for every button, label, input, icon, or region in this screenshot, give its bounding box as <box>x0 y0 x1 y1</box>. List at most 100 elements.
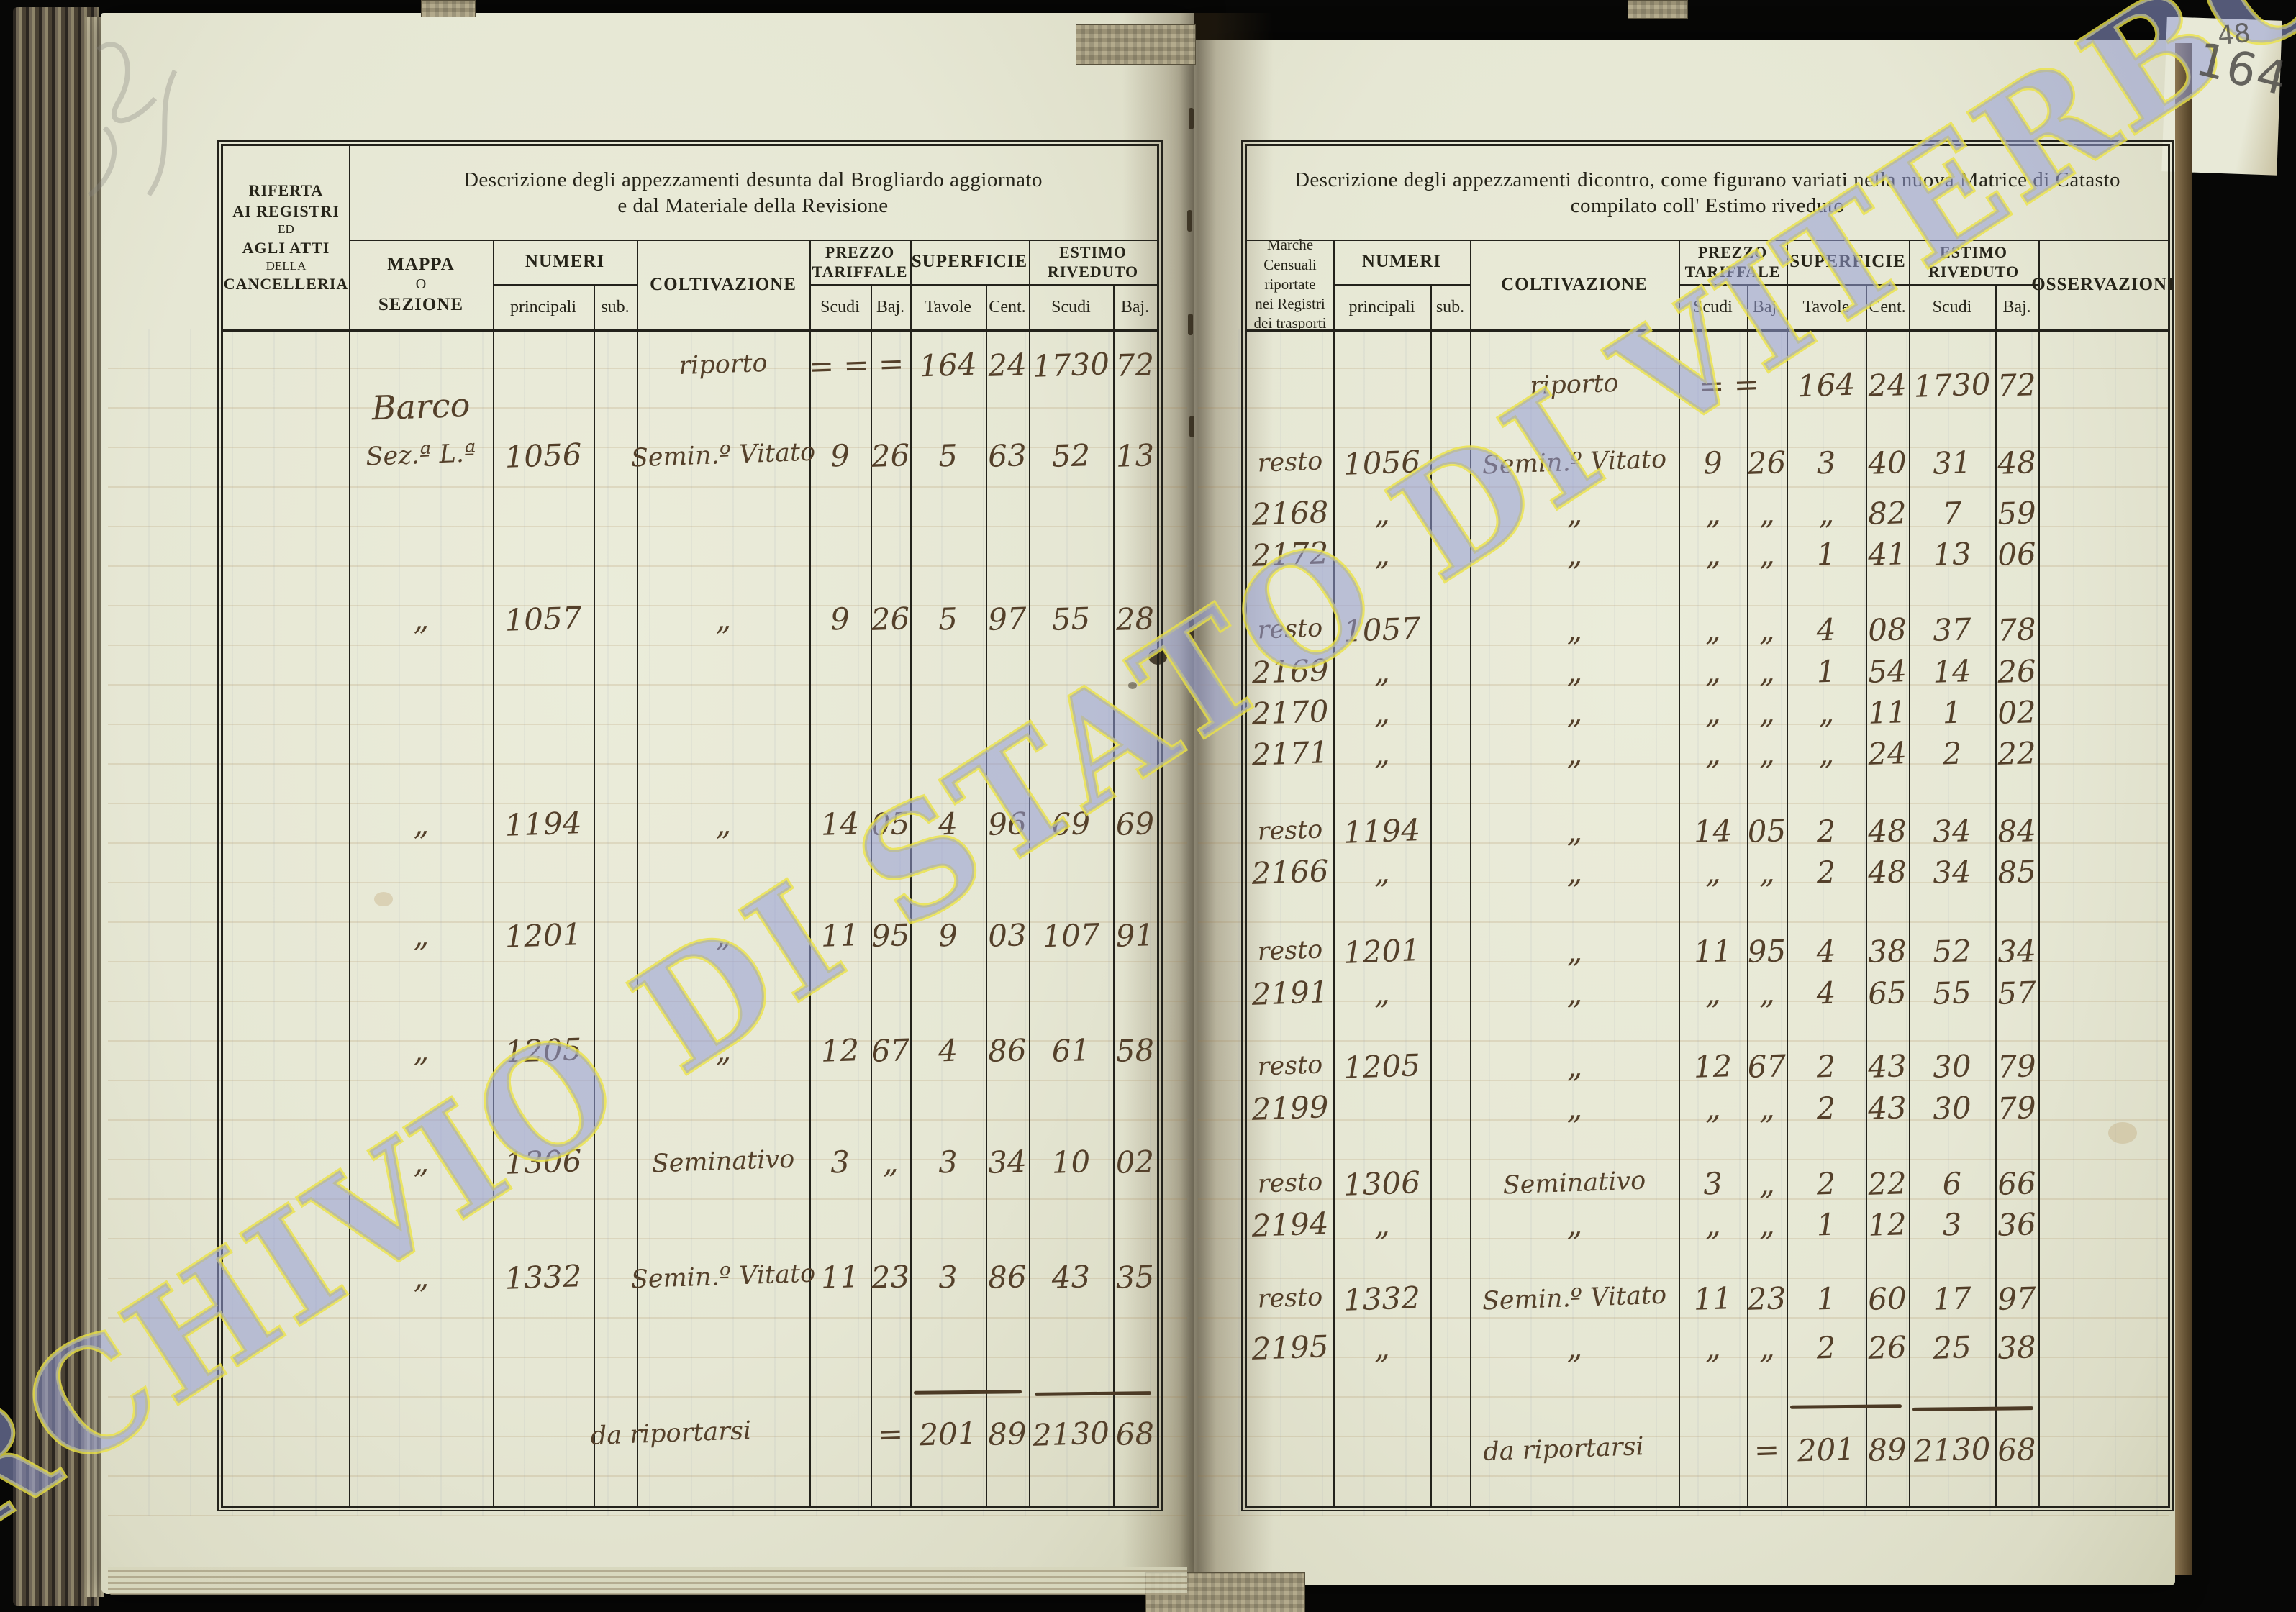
table-row: „ 1194 „ 14 05 4 96 69 69 <box>223 801 1157 847</box>
col-label: ESTIMO <box>1939 242 2008 261</box>
table-row-riporto: riporto = = = 164 24 1730 72 <box>223 342 1157 388</box>
cell-prezzo-scudi: 12 <box>820 1032 861 1069</box>
table-row: resto 1306 Seminativo 3 „ 2 22 6 66 <box>1247 1160 2168 1206</box>
cell-estimo-baj: 59 <box>1997 494 2037 532</box>
cell-estimo-baj: 48 <box>1997 444 2037 481</box>
col-sub: sub. <box>1435 297 1465 317</box>
cell-coltivazione: Semin.º Vitato <box>630 437 816 473</box>
cell-prezzo-baj: „ <box>1758 854 1776 890</box>
cell-coltivazione: „ <box>714 917 732 953</box>
cell-superficie-cent: 12 <box>1867 1206 1907 1243</box>
col-tavole: Tavole <box>1802 297 1850 317</box>
cell-superficie-cent: 89 <box>1867 1431 1907 1468</box>
col-superficie: SUPERFICIE <box>1789 252 1906 272</box>
col-scudi: Scudi <box>1051 297 1091 317</box>
cell-prezzo-scudi: „ <box>1704 975 1722 1011</box>
cell-estimo-scudi: 13 <box>1932 535 1972 573</box>
cell-estimo-baj: 36 <box>1997 1206 2037 1243</box>
cell-superficie-cent: 43 <box>1867 1047 1907 1085</box>
cell-estimo-baj: 66 <box>1997 1165 2037 1202</box>
cell-estimo-baj: 28 <box>1115 600 1156 637</box>
cell-prezzo-scudi: 12 <box>1692 1047 1733 1085</box>
cell-estimo-baj: 02 <box>1115 1143 1156 1180</box>
cell-prezzo-baj: „ <box>1758 694 1776 730</box>
cell-prezzo-baj: „ <box>1758 536 1776 572</box>
cell-superficie-cent: 48 <box>1867 812 1907 850</box>
cell-coltivazione: Seminativo <box>651 1144 795 1179</box>
cell-superficie-cent: 08 <box>1867 611 1907 648</box>
right-table: Descrizione degli appezzamenti dicontro,… <box>1241 140 2175 1511</box>
cell-estimo-scudi: 1730 <box>1032 345 1110 384</box>
cell-prezzo-baj: „ <box>1758 653 1776 689</box>
col-mappa: MAPPA O SEZIONE <box>349 240 493 329</box>
cell-estimo-baj: 78 <box>1997 611 2037 648</box>
col-label: Marche <box>1266 236 1314 254</box>
cell-numero-principale: 1056 <box>1343 443 1421 482</box>
cell-estimo-scudi: 69 <box>1051 805 1092 842</box>
col-osservazioni: OSSERVAZIONI <box>2031 274 2175 294</box>
table-row: 2170 „ „ „ „ „ 11 1 02 <box>1247 689 2168 735</box>
table-row: resto 1194 „ 14 05 2 48 34 84 <box>1247 808 2168 854</box>
col-label: PREZZO <box>825 242 895 261</box>
cell-prezzo-scudi: „ <box>1704 536 1722 572</box>
cell-superficie-tavole: 2 <box>1815 1090 1837 1126</box>
cell-mappa-sezione: „ <box>412 917 430 953</box>
cell-numero-principale: 1194 <box>504 804 583 843</box>
cell-superficie-cent: 63 <box>987 437 1027 474</box>
col-label: Censuali <box>1263 255 1317 273</box>
table-row: „ 1201 „ 11 95 9 03 107 91 <box>223 912 1157 958</box>
sum-line <box>913 1390 1022 1395</box>
cell-estimo-baj: 79 <box>1997 1047 2037 1085</box>
cell-superficie-cent: 97 <box>987 600 1027 637</box>
cell-prezzo-baj: „ <box>1758 1165 1776 1201</box>
binding-cloth-tab <box>1076 24 1196 65</box>
cell-prezzo-baj: „ <box>1758 495 1776 531</box>
cell-mappa-sezione: Sez.ª L.ª <box>365 439 477 472</box>
cell-coltivazione: Semin.º Vitato <box>1481 445 1667 481</box>
cell-estimo-baj: 79 <box>1997 1089 2037 1126</box>
col-marche: Marche Censuali riportate nei Registri d… <box>1247 236 1333 332</box>
cell-estimo-scudi: 10 <box>1051 1143 1092 1180</box>
header-line: DELLA <box>266 259 307 273</box>
cell-estimo-baj: 38 <box>1997 1329 2037 1366</box>
cell-coltivazione: „ <box>714 1032 732 1068</box>
cell-superficie-tavole: 2 <box>1815 854 1837 890</box>
col-estimo: ESTIMO RIVEDUTO <box>1909 240 2038 284</box>
cell-prezzo-baj: „ <box>1758 1090 1776 1126</box>
cell-prezzo-scudi: 11 <box>820 916 861 954</box>
col-numeri: NUMERI <box>1361 252 1442 272</box>
col-cent: Cent. <box>989 297 1026 317</box>
cell-superficie-cent: 11 <box>1867 693 1907 731</box>
cell-numero-principale: 1056 <box>504 436 583 475</box>
cell-coltivazione: „ <box>1566 975 1583 1011</box>
cell-numero-principale: 1332 <box>1343 1279 1421 1318</box>
col-label: TARIFFALE <box>812 263 908 281</box>
header-line: AI REGISTRI <box>232 201 340 220</box>
cell-prezzo-baj: 26 <box>870 437 911 474</box>
cell-prezzo-scudi: „ <box>1704 1206 1722 1242</box>
table-row: 2169 „ „ „ „ 1 54 14 26 <box>1247 648 2168 694</box>
cell-estimo-scudi: 55 <box>1932 974 1972 1011</box>
col-baj: Baj. <box>1120 297 1150 317</box>
foxing-spot <box>374 892 393 906</box>
col-label: O <box>415 276 427 292</box>
cell-prezzo-scudi: „ <box>1704 1090 1722 1126</box>
cell-numero-principale <box>1333 1083 1431 1133</box>
sum-line <box>1789 1404 1902 1409</box>
cell-superficie-cent: 89 <box>987 1415 1027 1452</box>
cell-prezzo-baj: 67 <box>870 1032 911 1069</box>
cell-marche: 2195 <box>1251 1328 1330 1367</box>
cell-estimo-scudi: 30 <box>1932 1089 1972 1126</box>
col-label: nei Registri <box>1255 295 1325 313</box>
cell-coltivazione: „ <box>1566 1206 1583 1242</box>
cell-estimo-scudi: 107 <box>1041 916 1101 954</box>
row-label: riporto <box>1529 368 1620 401</box>
title-line: Descrizione degli appezzamenti desunta d… <box>463 168 1043 191</box>
col-label: SEZIONE <box>378 295 464 314</box>
cell-superficie-tavole: 201 <box>918 1415 978 1452</box>
cell-superficie-tavole: „ <box>1818 735 1835 771</box>
cell-superficie-cent: 03 <box>987 916 1027 954</box>
col-prezzo: PREZZO TARIFFALE <box>809 240 910 284</box>
table-row: „ 1332 Semin.º Vitato 11 23 3 86 43 35 <box>223 1254 1157 1300</box>
cell-estimo-baj: 34 <box>1997 932 2037 970</box>
